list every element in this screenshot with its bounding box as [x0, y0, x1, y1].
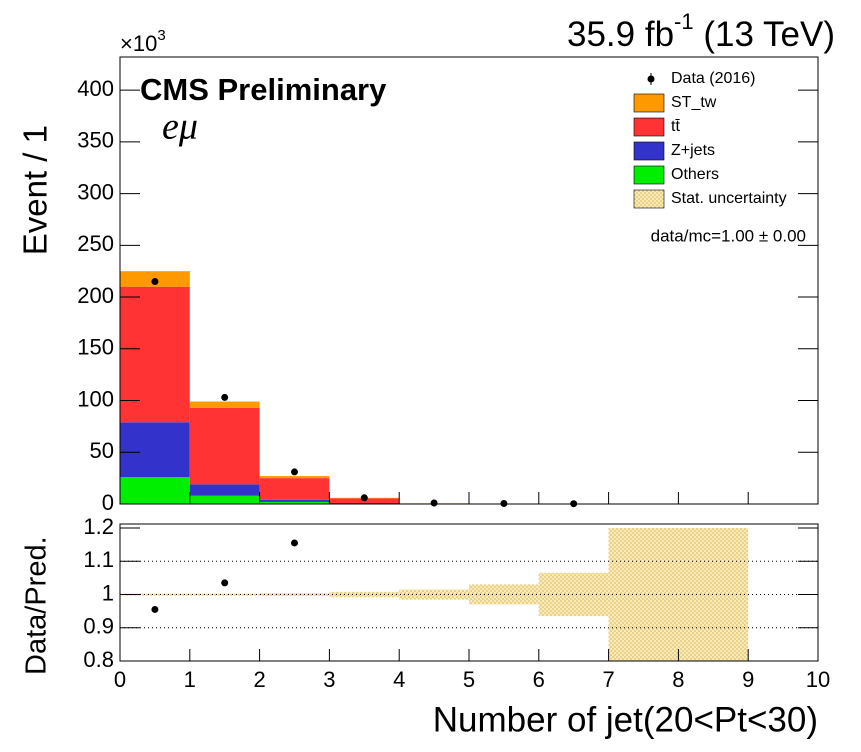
- y-tick-label: 350: [77, 128, 114, 153]
- lumi-sup: -1: [674, 9, 694, 34]
- ratio-plot: [120, 528, 749, 661]
- annotation: data/mc=1.00 ± 0.00: [651, 226, 806, 245]
- x-tick-label: 4: [393, 667, 405, 692]
- data-point: [360, 494, 368, 502]
- uncertainty-band: [120, 593, 190, 596]
- bar-segment: [259, 501, 330, 504]
- legend-swatch: [633, 117, 665, 137]
- channel-label: eμ: [162, 106, 198, 148]
- legend-swatch: [633, 141, 665, 161]
- bar-segment: [259, 478, 330, 500]
- exponent-base: ×10: [120, 31, 157, 56]
- y-tick-label: 400: [77, 76, 114, 101]
- legend-label: Others: [671, 166, 719, 183]
- legend-swatch: [633, 165, 665, 185]
- bar-segment: [259, 476, 330, 479]
- x-tick-label: 6: [533, 667, 545, 692]
- bar-segment: [189, 401, 260, 408]
- y-tick-label: 300: [77, 179, 114, 204]
- y-tick-label: 200: [77, 283, 114, 308]
- x-axis-label: Number of jet(20<Pt<30): [433, 700, 818, 739]
- data-point: [221, 393, 229, 401]
- y-tick-label: 1: [102, 580, 114, 605]
- x-tick-label: 8: [672, 667, 684, 692]
- uncertainty-band: [259, 593, 330, 596]
- data-point: [291, 468, 298, 476]
- lumi-label: 35.9 fb-1 (13 TeV): [567, 9, 835, 54]
- y-tick-label: 100: [77, 386, 114, 411]
- bar-segment: [189, 407, 260, 485]
- ratio-point: [291, 539, 298, 547]
- bar-segment: [189, 495, 260, 504]
- y-tick-label: 0: [102, 490, 114, 515]
- x-tick-label: 0: [114, 667, 126, 692]
- legend-label: Stat. uncertainty: [671, 190, 787, 207]
- legend-label: ST_tw: [671, 94, 717, 111]
- y-tick-label: 50: [90, 438, 114, 463]
- bar-segment: [120, 286, 190, 423]
- exponent-label: ×103: [120, 27, 166, 56]
- data-point: [500, 499, 508, 507]
- y-axis-label: Event / 1: [17, 125, 54, 255]
- uncertainty-band: [608, 528, 679, 661]
- legend-swatch: [633, 93, 665, 113]
- x-tick-label: 9: [742, 667, 754, 692]
- x-tick-label: 1: [184, 667, 196, 692]
- legend-label: Data (2016): [671, 70, 756, 87]
- x-tick-label: 5: [463, 667, 475, 692]
- bar-segment: [189, 484, 260, 496]
- legend-label: tt̄: [671, 118, 680, 135]
- bar-segment: [259, 499, 330, 502]
- uncertainty-band: [399, 589, 469, 600]
- y-tick-label: 0.8: [83, 647, 114, 672]
- x-tick-label: 2: [253, 667, 265, 692]
- bar-segment: [120, 477, 190, 504]
- y-tick-label: 150: [77, 335, 114, 360]
- x-tick-label: 10: [806, 667, 830, 692]
- legend-label: Z+jets: [671, 142, 715, 159]
- ratio-point: [151, 605, 159, 613]
- y-tick-label: 250: [77, 231, 114, 256]
- uncertainty-band: [538, 572, 609, 617]
- lumi: 35.9 fb: [567, 15, 674, 54]
- y-tick-label: 1.1: [83, 547, 114, 572]
- cms-label: CMS Preliminary: [140, 72, 387, 107]
- energy: (13 TeV): [703, 15, 835, 54]
- data-point: [151, 278, 159, 286]
- bar-segment: [329, 502, 400, 504]
- data-point: [430, 499, 438, 507]
- x-tick-label: 3: [323, 667, 335, 692]
- uncertainty-band: [469, 584, 539, 605]
- legend-swatch: [633, 189, 665, 209]
- bar-segment: [120, 422, 190, 478]
- x-tick-label: 7: [602, 667, 614, 692]
- ratio-y-axis-label: Data/Pred.: [21, 536, 53, 675]
- y-tick-label: 1.2: [83, 514, 114, 539]
- y-tick-label: 0.9: [83, 614, 114, 639]
- ratio-point: [221, 579, 229, 587]
- exponent: 3: [157, 27, 165, 44]
